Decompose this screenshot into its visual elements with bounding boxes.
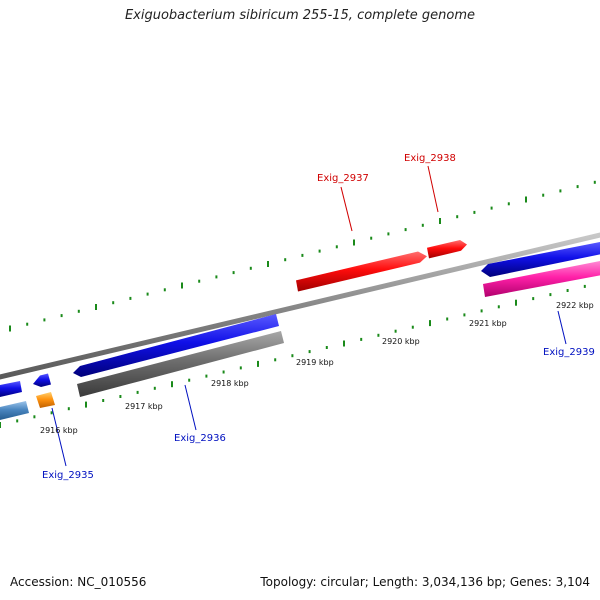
gene-left-blue-arrow[interactable]	[0, 381, 22, 397]
scale-label-2918: 2918 kbp	[211, 379, 249, 388]
gene-label-exig-2937[interactable]: Exig_2937	[317, 173, 369, 184]
gene-exig-2935-orange[interactable]	[36, 392, 55, 408]
map-title: Exiguobacterium sibiricum 255-15, comple…	[124, 8, 476, 23]
gene-label-exig-2939[interactable]: Exig_2939	[543, 347, 595, 358]
leader-exig-2935	[51, 407, 67, 467]
gene-blue-arrow-2918[interactable]	[73, 314, 279, 377]
gene-exig-2938-arrow[interactable]	[427, 240, 467, 259]
leader-exig-2938	[427, 165, 439, 213]
gene-label-exig-2935[interactable]: Exig_2935	[42, 470, 94, 481]
gene-exig-2936-gray[interactable]	[77, 331, 284, 397]
scale-label-2917: 2917 kbp	[125, 402, 163, 411]
gene-steel-arrow[interactable]	[0, 401, 29, 420]
outer-tick-ring	[9, 180, 596, 332]
leader-exig-2937	[340, 186, 353, 232]
scale-label-2921: 2921 kbp	[469, 319, 507, 328]
scale-label-2919: 2919 kbp	[296, 358, 334, 367]
gene-label-exig-2938[interactable]: Exig_2938	[404, 153, 456, 164]
topology-text: Topology: circular; Length: 3,034,136 bp…	[260, 575, 590, 589]
gene-exig-2939-pink[interactable]	[483, 261, 600, 297]
scale-label-2916: 2916 kbp	[40, 426, 78, 435]
inner-tick-ring	[0, 284, 586, 428]
gene-label-exig-2936[interactable]: Exig_2936	[174, 433, 226, 444]
leader-exig-2936	[184, 384, 197, 431]
accession-text: Accession: NC_010556	[10, 575, 147, 589]
scale-label-2920: 2920 kbp	[382, 337, 420, 346]
scale-label-2922: 2922 kbp	[556, 301, 594, 310]
genome-backbone	[0, 232, 600, 380]
leader-exig-2939	[557, 310, 567, 345]
gene-exig-2937-arrow[interactable]	[296, 251, 427, 292]
gene-small-blue-arrow[interactable]	[33, 373, 51, 388]
gene-blue-arrow-2922[interactable]	[481, 242, 600, 277]
